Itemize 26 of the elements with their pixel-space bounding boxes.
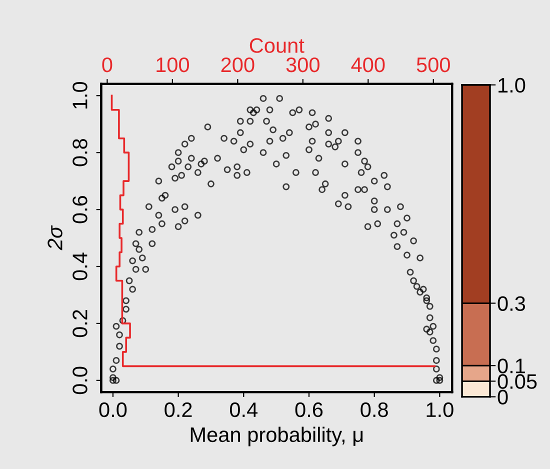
y-tick-label: 1.0 (72, 82, 88, 109)
x-axis-title: Mean probability, μ (190, 426, 363, 446)
y-tick-label: 0.2 (72, 310, 88, 338)
y-tick-label: 0.8 (72, 139, 88, 166)
y-tick-label: 0.4 (72, 252, 88, 280)
x2-tick-label: 0 (102, 57, 112, 72)
y-tick-label: 0.6 (72, 196, 88, 224)
y-tick-label: 0.05 (498, 374, 537, 389)
y-tick-label: 0.1 (498, 358, 525, 374)
x2-tick-label: 200 (221, 57, 254, 72)
y-tick-label: 0 (498, 390, 508, 405)
x-tick-label: 0.4 (230, 402, 258, 418)
x-tick-label: 0.6 (295, 402, 323, 418)
x2-axis-title: Count (250, 38, 304, 53)
x-tick-label: 0.0 (99, 402, 127, 418)
x2-tick-label: 500 (416, 57, 450, 72)
x-tick-label: 1.0 (426, 402, 454, 418)
y-tick-label: 0.0 (72, 366, 88, 394)
x2-tick-label: 400 (351, 57, 385, 72)
y-axis-title: 2σ (48, 225, 62, 250)
y-tick-label: 0.3 (498, 296, 526, 311)
x2-tick-label: 100 (156, 57, 190, 72)
x-tick-label: 0.8 (360, 402, 388, 418)
y-tick-label: 1.0 (498, 78, 526, 93)
x2-tick-label: 300 (286, 57, 320, 72)
x-tick-label: 0.2 (164, 402, 192, 418)
